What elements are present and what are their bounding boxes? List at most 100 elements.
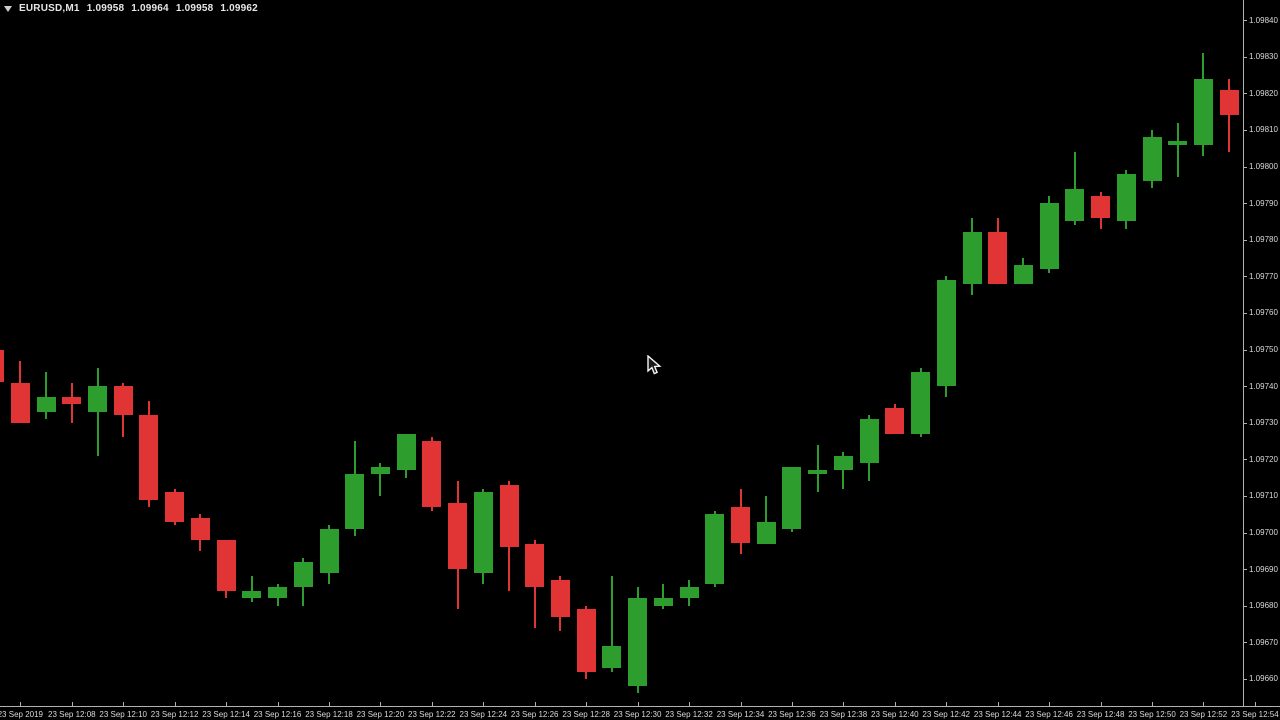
time-label: 23 Sep 12:36 — [768, 710, 816, 719]
price-tick — [1243, 532, 1247, 534]
candle-body — [525, 543, 545, 588]
time-label: 23 Sep 12:32 — [665, 710, 713, 719]
candle-body — [139, 415, 159, 500]
candle-body — [10, 382, 30, 423]
candle-body — [242, 591, 262, 599]
time-tick — [1203, 702, 1205, 706]
candle-body — [679, 587, 699, 599]
time-tick — [894, 702, 896, 706]
price-tick — [1243, 642, 1247, 644]
time-tick — [946, 702, 948, 706]
price-tick — [1243, 166, 1247, 168]
price-label: 1.09700 — [1249, 528, 1278, 537]
chart-title: EURUSD,M1 1.09958 1.09964 1.09958 1.0996… — [3, 3, 265, 14]
time-tick — [123, 702, 125, 706]
candle-body — [422, 441, 442, 507]
time-label: 23 Sep 12:46 — [1025, 710, 1073, 719]
candle-wick — [610, 576, 613, 672]
price-tick — [1243, 56, 1247, 58]
time-label: 23 Sep 12:14 — [202, 710, 250, 719]
price-tick — [1243, 678, 1247, 680]
candle-body — [1116, 173, 1136, 222]
candle-body — [602, 646, 622, 668]
candle-body — [499, 484, 519, 548]
time-label: 23 Sep 12:08 — [47, 710, 96, 719]
time-tick — [1100, 702, 1102, 706]
price-label: 1.09770 — [1249, 271, 1278, 281]
time-tick — [277, 702, 279, 706]
candle-body — [345, 474, 365, 529]
time-tick — [534, 702, 536, 706]
candle-body — [731, 506, 750, 544]
time-tick — [791, 702, 793, 706]
candle-body — [833, 455, 853, 471]
candle-body — [936, 280, 956, 387]
candle-body — [113, 386, 133, 416]
candle-wick — [842, 452, 845, 489]
time-tick — [20, 702, 22, 706]
time-tick — [637, 702, 639, 706]
time-axis[interactable]: 23 Sep 2019 23 Sep 12:08 23 Sep 12:10 23 Se… — [0, 706, 1280, 720]
candle-body — [88, 386, 107, 412]
candle-body — [782, 466, 802, 529]
time-tick — [586, 702, 588, 706]
candle-body — [859, 419, 879, 463]
time-tick — [329, 702, 330, 706]
candle-wick — [1176, 122, 1179, 178]
time-label: 23 Sep 12:54 — [1231, 710, 1279, 719]
mouse-cursor — [647, 355, 662, 375]
candle-body — [1013, 265, 1033, 284]
candle-body — [293, 561, 313, 588]
price-tick — [1243, 495, 1247, 497]
time-label: 23 Sep 2019 — [0, 710, 43, 719]
candle-body — [448, 503, 468, 570]
time-label: 23 Sep 12:26 — [510, 710, 559, 719]
time-tick — [740, 702, 742, 706]
price-tick — [1243, 276, 1247, 278]
time-label: 23 Sep 12:24 — [459, 710, 508, 719]
price-label: 1.09740 — [1249, 381, 1278, 391]
price-label: 1.09730 — [1249, 418, 1278, 428]
price-label: 1.09690 — [1249, 564, 1278, 574]
price-label: 1.09780 — [1249, 235, 1278, 245]
candle-body — [808, 470, 828, 474]
candle-wick — [1073, 151, 1076, 226]
time-label: 23 Sep 12:28 — [562, 710, 610, 719]
candle-body — [1039, 203, 1059, 269]
candle-body — [1142, 137, 1162, 182]
price-label: 1.09720 — [1249, 454, 1278, 464]
time-tick — [1254, 702, 1256, 706]
time-tick — [1152, 702, 1153, 706]
price-label: 1.09710 — [1249, 491, 1278, 501]
price-label: 1.09760 — [1249, 308, 1278, 318]
candle-body — [1065, 188, 1085, 222]
candle-body — [268, 587, 287, 599]
price-axis[interactable]: 1.09840 1.09830 1.09820 1.09810 1.09800 1.097… — [1243, 0, 1280, 706]
candle-body — [962, 232, 982, 284]
bar-close-value: 1.09962 — [220, 3, 258, 14]
candle-body — [216, 539, 236, 591]
time-label: 23 Sep 12:38 — [819, 710, 868, 719]
candle-body — [62, 397, 82, 405]
time-label: 23 Sep 12:12 — [150, 710, 199, 719]
time-tick — [226, 702, 228, 706]
candle-body — [36, 397, 56, 412]
candle-body — [550, 580, 570, 617]
price-tick — [1243, 312, 1247, 314]
candle-body — [1219, 89, 1239, 116]
price-label: 1.09680 — [1249, 601, 1278, 611]
candle-body — [1193, 78, 1213, 145]
candle-body — [885, 408, 905, 434]
candle-body — [628, 598, 648, 687]
candle-body — [319, 528, 339, 573]
candle-wick — [379, 463, 382, 496]
time-tick — [71, 702, 73, 706]
candle-wick — [662, 583, 665, 610]
candle-body — [1168, 140, 1188, 145]
time-label: 23 Sep 12:48 — [1076, 710, 1125, 719]
time-tick — [174, 702, 176, 706]
time-tick — [431, 702, 433, 706]
time-label: 23 Sep 12:44 — [973, 710, 1022, 719]
